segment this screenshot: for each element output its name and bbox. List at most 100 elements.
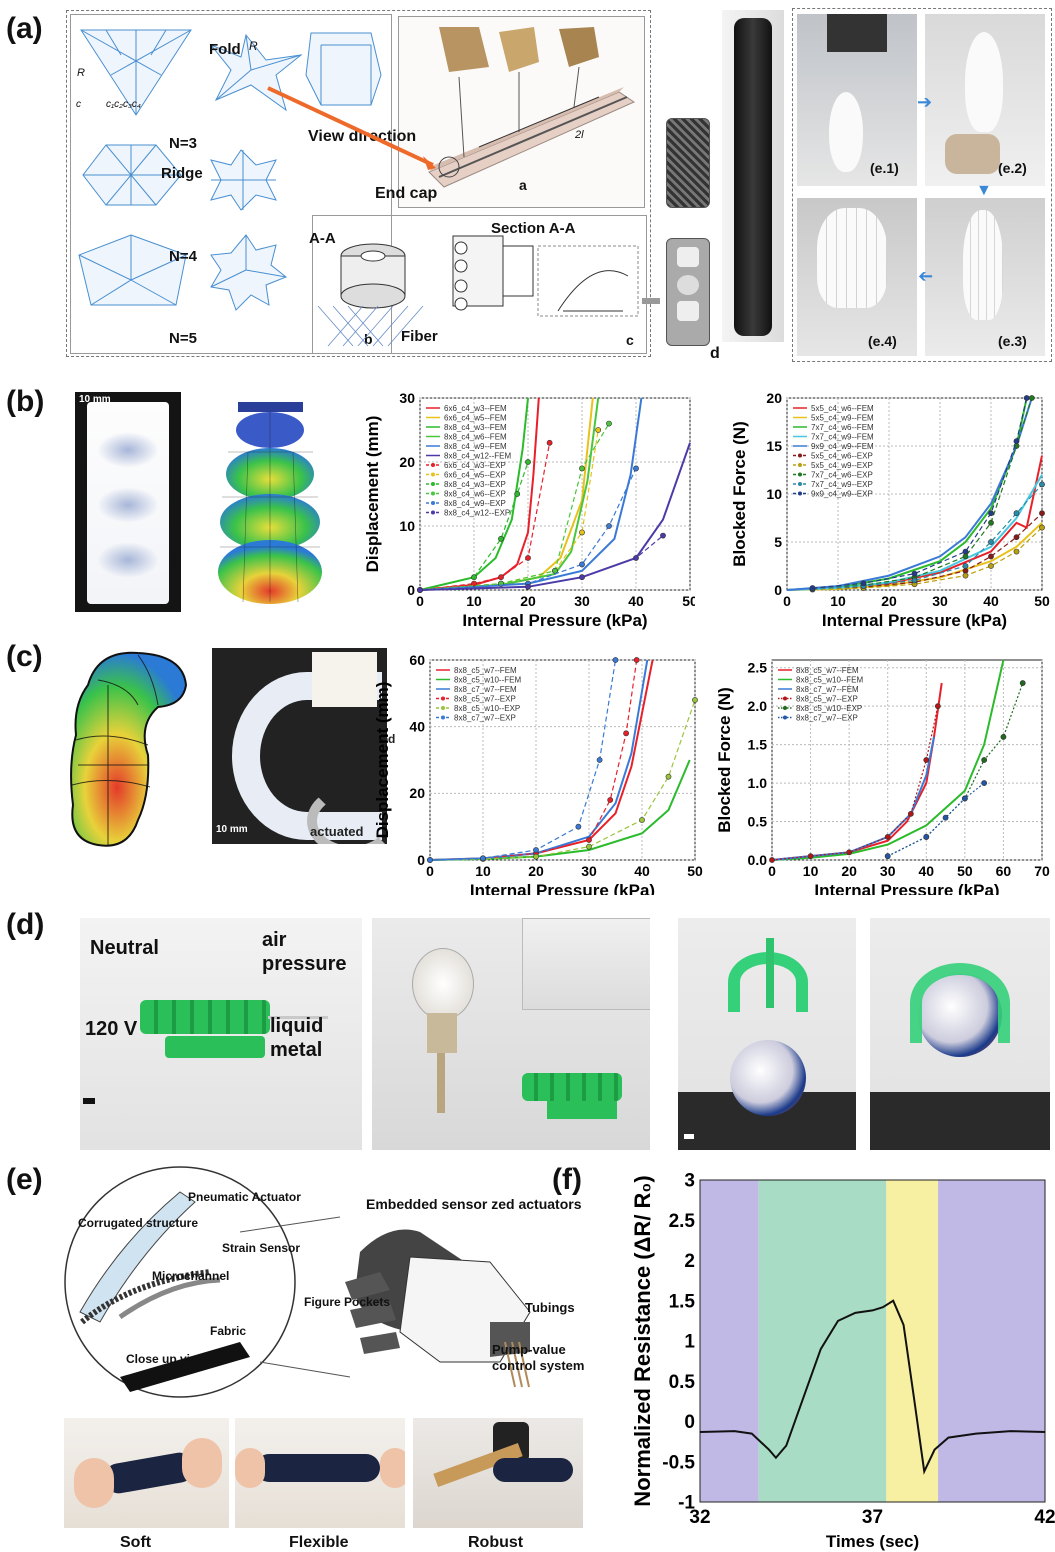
legend-label: 8x8_c7_w7--EXP (454, 714, 516, 723)
pump-control-label: Pump-value control system (492, 1342, 585, 1373)
legend-label: 8x8_c4_w9--FEM (444, 442, 507, 451)
panel-d-photo-3 (678, 918, 856, 1150)
n3-label: N=3 (169, 135, 197, 152)
photo-soft (64, 1418, 229, 1528)
legend-marker (798, 491, 802, 496)
series-line-4 (887, 682, 1024, 857)
data-point (962, 548, 969, 555)
legend-marker (431, 463, 435, 467)
legend-label: 8x8_c4_w3--EXP (444, 480, 506, 489)
two-l2-label: 2l (575, 129, 584, 141)
data-point (911, 577, 918, 584)
data-point (633, 555, 639, 561)
data-point (579, 465, 585, 472)
data-point (633, 465, 639, 472)
y-tick-label: 0.5 (669, 1372, 696, 1393)
x-axis-label: Internal Pressure (kPa) (470, 881, 655, 895)
legend-marker (431, 491, 435, 496)
legend-label: 8x8_c5_w10--FEM (796, 676, 863, 685)
x-tick-label: 32 (689, 1507, 710, 1528)
legend-label: 8x8_c5_w7--EXP (796, 695, 858, 704)
panel-label-d: (d) (6, 908, 45, 941)
data-point (934, 703, 941, 710)
data-point (525, 459, 531, 465)
legend-label: 8x8_c5_w10--FEM (454, 676, 521, 685)
data-point (1039, 510, 1045, 517)
data-point (1023, 395, 1030, 401)
x-axis-label: Internal Pressure (kPa) (814, 881, 999, 895)
panel-label-c: (c) (6, 640, 43, 673)
panel-a-pattern-box: R c c₁c₂c₃c₄ Fold R N=3 Ridge N=4 N=5 b (70, 14, 392, 354)
y-tick-label: 1.5 (748, 737, 768, 753)
legend-label: 8x8_c4_w9--EXP (444, 499, 506, 508)
legend-label: 9x9_c4_w9--EXP (811, 490, 873, 499)
close-up-view-label: Close up view (126, 1352, 207, 1366)
panel-b-fem-model (208, 392, 333, 612)
data-point (660, 532, 666, 539)
data-point (962, 567, 969, 574)
r-symbol: R (249, 39, 258, 53)
photo-robust (413, 1418, 583, 1528)
legend-label: 8x8_c5_w7--FEM (796, 666, 859, 675)
rmax-symbol: R (77, 67, 85, 79)
x-tick-label: 10 (475, 863, 491, 879)
legend-label: 5x5_c4_w6--EXP (811, 452, 873, 461)
y-axis-label: Blocked Force (N) (730, 421, 749, 566)
label-e3: (e.3) (998, 333, 1027, 349)
soft-label: Soft (120, 1534, 152, 1551)
photo-flexible (235, 1418, 405, 1528)
pneumatic-actuator-label: Pneumatic Actuator (188, 1190, 301, 1204)
actuated-label: actuated (310, 824, 364, 839)
end-cap-label: End cap (375, 185, 438, 202)
y-tick-label: -0.5 (662, 1452, 695, 1473)
legend-label: 8x8_c4_w6--EXP (444, 490, 506, 499)
x-tick-label: 42 (1034, 1507, 1055, 1528)
panel-d-photo-1 (80, 918, 362, 1150)
aa-label: A-A (309, 230, 336, 247)
data-point (498, 535, 504, 542)
x-tick-label: 30 (880, 863, 896, 879)
legend-label: 8x8_c5_w10--EXP (454, 704, 520, 713)
data-point (692, 697, 698, 703)
data-point (586, 837, 592, 843)
y-tick-label: 1.5 (669, 1291, 696, 1312)
data-point (1013, 510, 1020, 517)
end-cap-parts-photo (666, 238, 710, 346)
data-point (884, 853, 891, 860)
data-point (769, 857, 775, 863)
y-tick-label: 20 (399, 454, 415, 470)
panel-b-actuator-photo: 10 mm (75, 392, 181, 612)
y-tick-label: 2.0 (748, 698, 768, 714)
x-tick-label: 0 (783, 593, 791, 609)
legend-label: 8x8_c4_w3--FEM (444, 423, 507, 432)
fem-model-c (70, 651, 188, 847)
data-point (575, 823, 582, 830)
y-tick-label: 3 (684, 1171, 695, 1192)
legend-marker (783, 715, 787, 720)
x-tick-label: 0 (416, 593, 424, 609)
y-tick-label: 1.0 (748, 775, 768, 791)
panel-a-box (66, 10, 651, 357)
data-point (1013, 438, 1020, 445)
x-tick-label: 50 (687, 863, 703, 879)
embedded-actuators-label: Embedded sensor zed actuators (366, 1196, 582, 1212)
data-point (595, 427, 602, 433)
legend-marker (431, 472, 435, 477)
data-point (1028, 395, 1035, 401)
neutral-label: Neutral (90, 937, 159, 959)
data-point (846, 849, 853, 856)
data-point (633, 657, 640, 663)
fabric-label: Fabric (210, 1324, 247, 1338)
legend-marker (431, 482, 435, 486)
y-tick-label: 10 (399, 518, 415, 534)
data-point (1039, 481, 1045, 488)
x-tick-label: 20 (520, 593, 536, 609)
y-axis-label: Displacement (mm) (373, 682, 392, 839)
x-tick-label: 40 (918, 863, 934, 879)
figure-pockets-label: Figure Pockets (304, 1295, 391, 1309)
label-e4: (e.4) (868, 333, 897, 349)
inner-chamber-label: Inner Chamber (288, 731, 341, 758)
y-tick-label: 30 (399, 390, 415, 406)
x-tick-label: 20 (528, 863, 544, 879)
legend-label: 5x5_c4_w6--FEM (811, 404, 874, 413)
